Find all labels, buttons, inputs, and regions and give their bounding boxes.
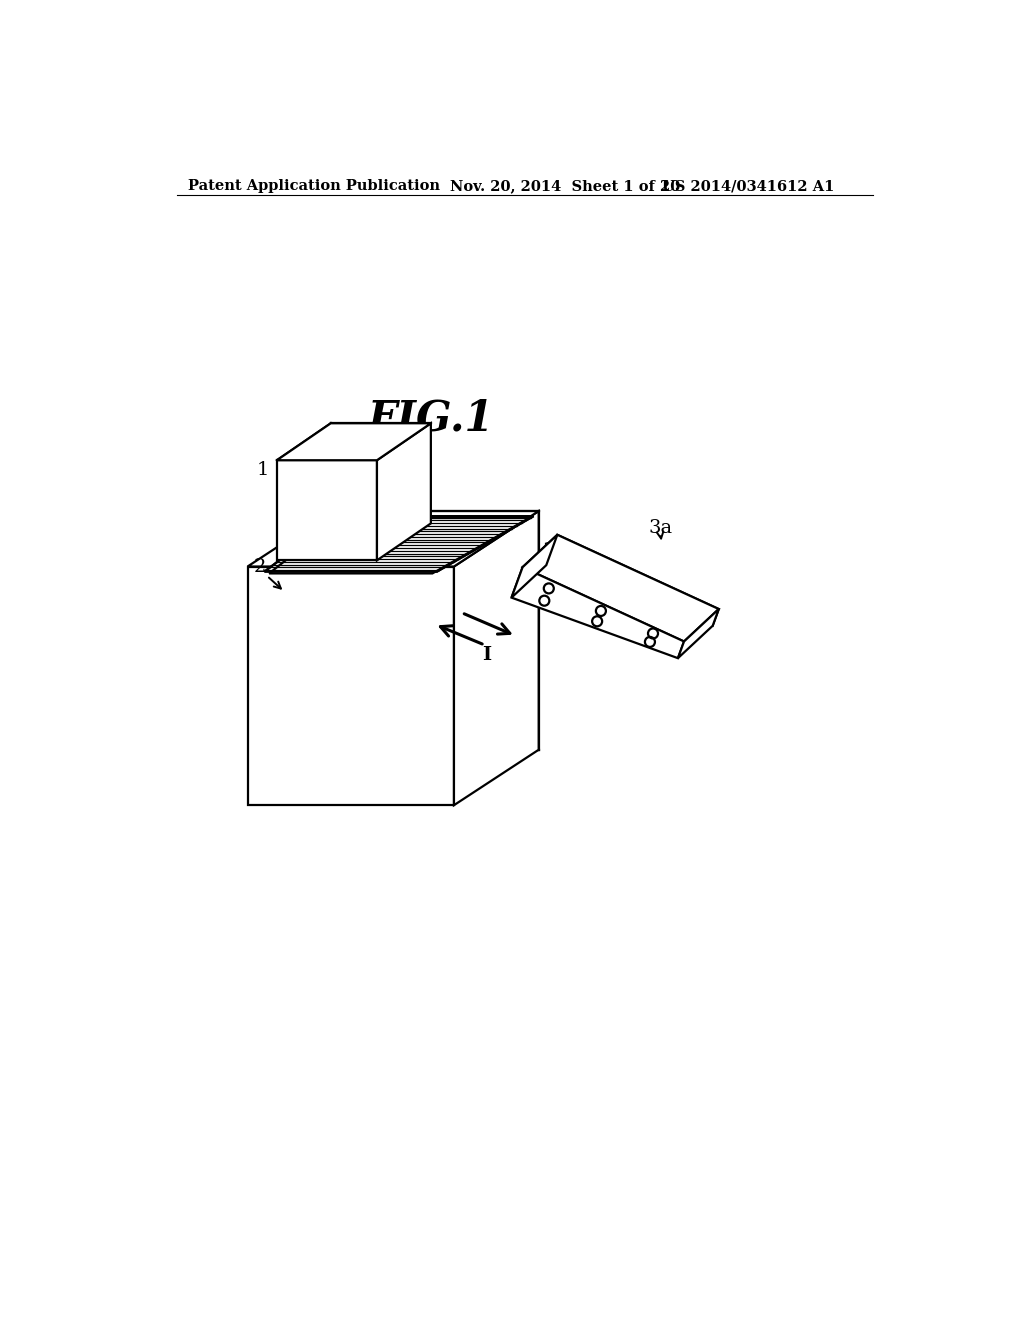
Polygon shape: [264, 516, 534, 572]
Text: Nov. 20, 2014  Sheet 1 of 20: Nov. 20, 2014 Sheet 1 of 20: [451, 180, 680, 193]
Polygon shape: [512, 535, 557, 598]
Text: Patent Application Publication: Patent Application Publication: [188, 180, 440, 193]
Text: 3: 3: [543, 543, 555, 560]
Text: FIG.1: FIG.1: [368, 397, 495, 440]
Polygon shape: [276, 424, 431, 461]
Polygon shape: [512, 568, 684, 659]
Text: US 2014/0341612 A1: US 2014/0341612 A1: [662, 180, 835, 193]
Polygon shape: [276, 461, 377, 561]
Polygon shape: [522, 535, 719, 642]
Polygon shape: [546, 535, 719, 626]
Polygon shape: [377, 424, 431, 561]
Text: 2: 2: [254, 557, 266, 576]
Text: I: I: [482, 645, 492, 664]
Polygon shape: [678, 609, 719, 659]
Text: 1: 1: [257, 461, 269, 479]
Text: 3a: 3a: [648, 519, 673, 537]
Polygon shape: [248, 511, 539, 566]
Polygon shape: [248, 566, 454, 805]
Polygon shape: [454, 511, 539, 805]
